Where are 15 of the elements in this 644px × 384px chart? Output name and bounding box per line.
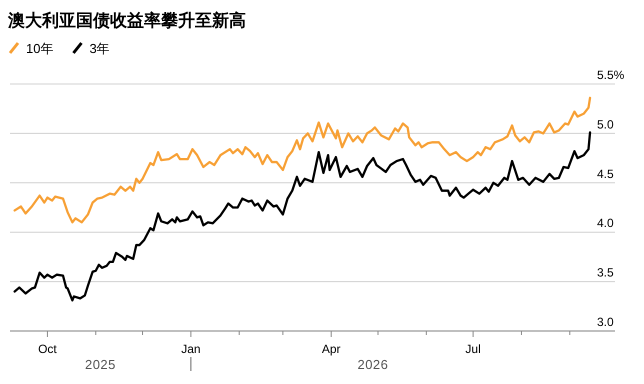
legend-label: 10年 <box>26 41 54 56</box>
y-tick-label: 5.5% <box>597 68 625 82</box>
x-tick-label: Jul <box>465 342 481 356</box>
y-tick-label: 5.0 <box>597 117 614 132</box>
text: 2026 <box>357 357 388 372</box>
x-tick-label: Oct <box>38 342 58 356</box>
x-tick-label: Jan <box>181 342 201 356</box>
y-tick-label: 4.0 <box>597 216 614 230</box>
y-tick-label: 3.0 <box>597 315 614 329</box>
legend-label: 3年 <box>89 41 110 56</box>
y-tick-label: 4.5 <box>597 166 614 181</box>
chart-title: 澳大利亚国债收益率攀升至新高 <box>7 11 246 30</box>
x-tick-label: Apr <box>322 342 341 356</box>
text: 2025 <box>84 357 116 372</box>
y-tick-label: 3.5 <box>597 266 614 280</box>
